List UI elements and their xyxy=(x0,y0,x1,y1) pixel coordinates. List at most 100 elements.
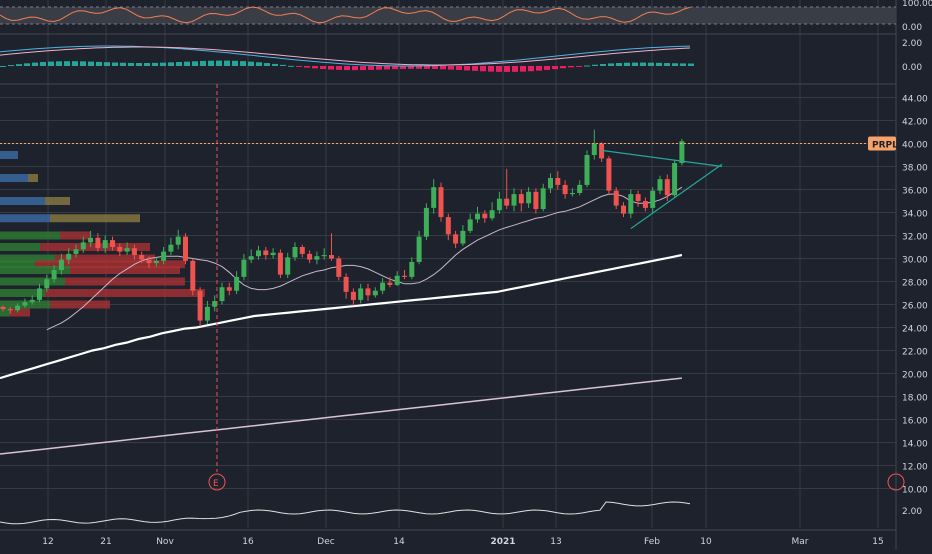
macd-histogram-bar xyxy=(40,62,46,66)
price-tick-label: 28.00 xyxy=(902,279,928,289)
candle-body xyxy=(416,236,422,262)
macd-histogram-bar xyxy=(440,66,446,70)
candle-body xyxy=(577,184,583,193)
macd-histogram-bar xyxy=(96,61,102,66)
candle-body xyxy=(44,279,50,289)
macd-histogram-bar xyxy=(672,63,678,66)
candle-body xyxy=(628,194,634,214)
candle-body xyxy=(664,179,670,196)
macd-histogram-bar xyxy=(504,66,510,72)
candle-body xyxy=(336,258,342,277)
candle-body xyxy=(270,252,276,256)
candle-body xyxy=(679,141,685,164)
macd-histogram-bar xyxy=(536,66,542,71)
candle-body xyxy=(307,253,313,260)
macd-histogram-bar xyxy=(328,66,334,70)
candle-body xyxy=(642,201,648,208)
macd-histogram-bar xyxy=(112,62,118,66)
price-tick-label: 20.00 xyxy=(902,371,928,381)
candle-body xyxy=(183,236,188,261)
candle-body xyxy=(7,309,13,311)
candle-body xyxy=(314,256,320,260)
candle-body xyxy=(204,306,210,321)
macd-histogram-bar xyxy=(432,66,438,70)
volume-profile-up xyxy=(0,243,40,251)
date-tick-label: Mar xyxy=(792,537,809,547)
price-tick-label: 12.00 xyxy=(902,463,928,473)
macd-histogram-bar xyxy=(24,63,30,66)
price-tick-label: 18.00 xyxy=(902,394,928,404)
price-tick-label: 38.00 xyxy=(902,164,928,174)
candle-body xyxy=(175,236,181,245)
candle-body xyxy=(58,259,64,270)
macd-histogram-bar xyxy=(600,64,606,66)
candle-body xyxy=(533,191,539,210)
candle-body xyxy=(489,210,495,219)
macd-histogram-bar xyxy=(296,66,302,67)
candle-body xyxy=(343,276,349,292)
macd-histogram-bar xyxy=(152,62,158,66)
date-tick-label: Feb xyxy=(644,537,660,547)
candle-body xyxy=(241,259,247,277)
candle-body xyxy=(51,270,57,280)
candle-body xyxy=(526,191,532,204)
candle-body xyxy=(146,259,152,264)
macd-histogram-bar xyxy=(104,62,110,66)
macd-tick-label: 0.00 xyxy=(902,63,922,73)
candle-body xyxy=(518,194,524,204)
candle-body xyxy=(460,230,466,244)
candle-body xyxy=(190,260,196,291)
macd-histogram-bar xyxy=(488,66,494,72)
volume-profile-down xyxy=(50,214,140,223)
price-tick-label: 34.00 xyxy=(902,210,928,220)
macd-histogram-bar xyxy=(616,63,622,66)
volume-tick-label: 2.00 xyxy=(902,507,922,517)
candle-body xyxy=(22,302,28,306)
macd-histogram-bar xyxy=(64,61,70,66)
candle-body xyxy=(504,198,510,206)
macd-histogram-bar xyxy=(448,66,454,70)
candle-body xyxy=(409,261,415,277)
candle-body xyxy=(431,187,437,208)
date-tick-label: 21 xyxy=(100,537,111,547)
macd-histogram-bar xyxy=(288,65,294,67)
macd-histogram-bar xyxy=(272,63,278,66)
candle-body xyxy=(153,260,159,264)
macd-histogram-bar xyxy=(192,61,198,66)
date-tick-label: 10 xyxy=(700,537,712,547)
rsi-line xyxy=(0,6,691,24)
candle-body xyxy=(110,240,115,247)
macd-histogram-bar xyxy=(400,66,406,69)
macd-histogram-bar xyxy=(392,66,398,70)
candle-body xyxy=(453,234,459,244)
macd-histogram-bar xyxy=(624,62,630,66)
candle-body xyxy=(131,248,137,256)
candle-body xyxy=(95,237,101,249)
volume-profile-up xyxy=(0,214,50,223)
candle-body xyxy=(387,282,393,285)
price-tick-label: 16.00 xyxy=(902,417,928,427)
candle-body xyxy=(73,249,79,254)
macd-histogram-bar xyxy=(224,60,230,66)
moving-average-20 xyxy=(46,186,683,331)
macd-histogram-bar xyxy=(336,66,342,70)
macd-histogram-bar xyxy=(304,66,310,68)
macd-tick-label: 2.00 xyxy=(902,39,922,49)
macd-histogram-bar xyxy=(312,66,318,69)
macd-histogram-bar xyxy=(200,60,206,66)
candle-body xyxy=(285,257,291,275)
macd-histogram-bar xyxy=(264,63,270,66)
volume-profile-up xyxy=(0,151,18,159)
macd-histogram-bar xyxy=(168,62,174,66)
candle-body xyxy=(124,248,130,252)
macd-histogram-bar xyxy=(128,62,134,66)
macd-histogram-bar xyxy=(48,61,54,66)
macd-histogram-bar xyxy=(688,63,694,66)
date-tick-label: 2021 xyxy=(490,537,515,547)
candle-body xyxy=(555,178,561,185)
macd-histogram-bar xyxy=(352,66,358,71)
macd-histogram-bar xyxy=(240,61,246,66)
date-tick-label: Dec xyxy=(317,537,334,547)
